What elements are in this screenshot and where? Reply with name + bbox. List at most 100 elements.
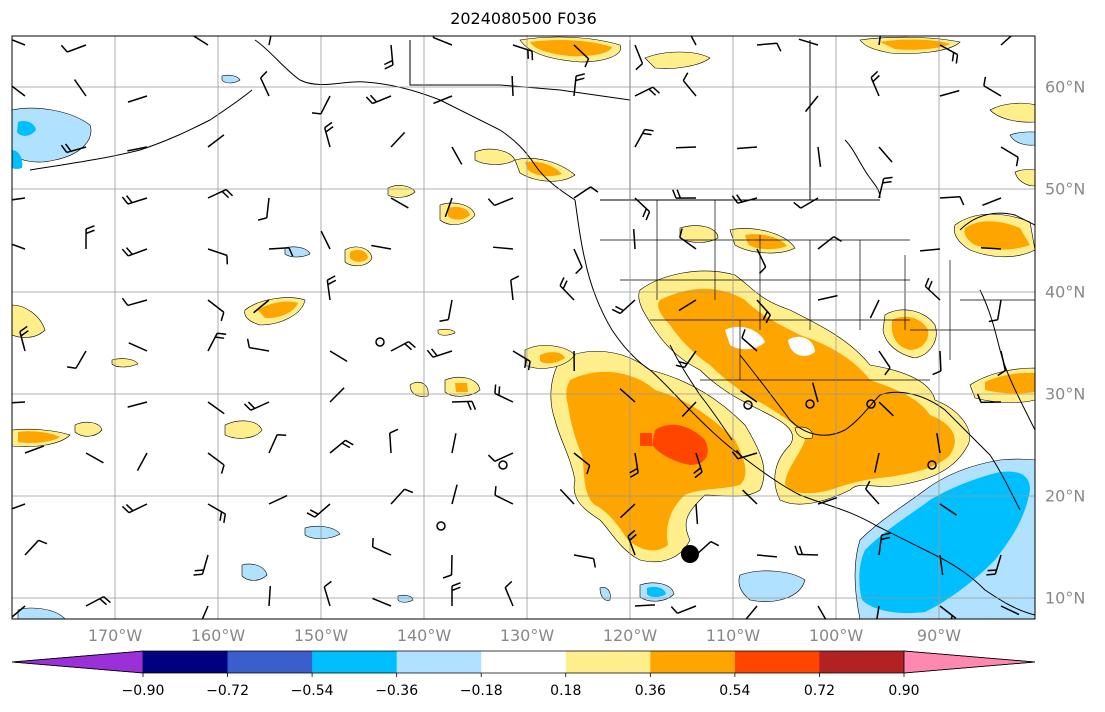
colorbar-tick-label: −0.36: [375, 683, 419, 699]
wind-barb: [207, 299, 225, 322]
wind-barb: [693, 452, 703, 479]
wind-barb: [12, 401, 26, 404]
wind-barb: [127, 95, 148, 103]
wind-barb: [390, 488, 414, 505]
wind-barb: [12, 243, 26, 250]
longitude-label: 100°W: [808, 626, 864, 645]
wind-barb: [444, 197, 453, 218]
latitude-label: 20°N: [1045, 486, 1086, 506]
wind-barb: [268, 247, 294, 257]
latitude-label: 10°N: [1045, 588, 1086, 608]
wind-barb: [741, 329, 758, 352]
wind-barb: [193, 554, 209, 576]
wind-barb: [939, 554, 944, 575]
wind-barb: [559, 277, 575, 301]
wind-barb: [876, 605, 880, 619]
wind-barb: [742, 489, 758, 505]
wind-barb: [878, 401, 894, 417]
wind-barb: [874, 452, 880, 473]
wind-barb: [573, 554, 596, 568]
wind-barb: [817, 605, 827, 619]
wind-barb: [121, 195, 148, 205]
longitude-label: 90°W: [916, 626, 962, 645]
wind-barb: [619, 388, 636, 403]
wind-barb: [675, 350, 697, 369]
wind-barb: [24, 445, 44, 454]
wind-barb: [864, 480, 880, 505]
wind-barb: [433, 95, 453, 105]
wind-barb: [695, 503, 699, 525]
wind-barb: [439, 299, 453, 323]
wind-barb: [634, 197, 651, 221]
wind-barb: [731, 194, 758, 204]
colorbar-tick-label: −0.72: [206, 683, 249, 699]
wind-barb: [128, 342, 148, 352]
wind-barb: [365, 94, 392, 105]
wind-barb: [306, 503, 331, 518]
wind-barb: [976, 393, 1002, 404]
wind-barb: [371, 244, 392, 250]
wind-barb: [682, 72, 697, 97]
wind-barb: [320, 230, 331, 250]
wind-barb: [510, 275, 520, 301]
wind-barb: [268, 494, 288, 505]
wind-barb: [939, 503, 958, 516]
colorbar-tick-label: 0.54: [719, 683, 751, 699]
wind-barb: [207, 134, 225, 148]
wind-barb: [878, 350, 891, 376]
storm-center-marker: [681, 545, 699, 563]
wind-barb: [493, 246, 514, 250]
wind-barb: [798, 38, 819, 46]
latitude-label: 50°N: [1045, 179, 1086, 199]
wind-barb: [619, 503, 636, 519]
wind-barb: [390, 340, 416, 352]
wind-barb: [611, 299, 636, 315]
wind-barb: [629, 452, 639, 478]
wind-barb: [60, 143, 87, 154]
wind-barb: [207, 503, 227, 524]
wind-barb: [511, 75, 514, 97]
wind-barb: [494, 486, 514, 505]
wind-barb: [939, 89, 960, 97]
wind-barb: [988, 299, 1002, 323]
wind-barb: [329, 387, 345, 403]
wind-barb: [817, 294, 838, 301]
wind-barb: [997, 350, 1007, 377]
wind-barb: [384, 44, 394, 70]
wind-barb: [634, 86, 661, 97]
wind-barb: [932, 350, 942, 376]
wind-barb: [246, 338, 270, 352]
wind-barb: [268, 433, 287, 454]
wind-barb: [681, 401, 697, 418]
latitude-label: 60°N: [1045, 77, 1086, 97]
wind-barb: [207, 332, 227, 352]
wind-barb: [980, 247, 1002, 250]
wind-barb: [451, 146, 463, 165]
wind-barb: [512, 350, 531, 371]
wind-barb: [451, 484, 458, 505]
colorbar-tick-label: 0.36: [634, 683, 666, 699]
wind-barb: [207, 401, 225, 415]
wind-barb: [632, 228, 636, 250]
wind-barb: [986, 554, 1002, 576]
wind-barb: [869, 299, 880, 319]
wind-barb: [487, 197, 514, 207]
wind-barb: [983, 76, 1002, 97]
wind-barb: [268, 36, 272, 46]
wind-barb: [678, 299, 697, 312]
wind-barb: [817, 146, 822, 167]
wind-barb: [12, 75, 26, 97]
wind-barb: [573, 452, 591, 475]
map-title: 2024080500 F036: [450, 9, 597, 28]
wind-barbs: [12, 36, 1024, 619]
wind-barb: [85, 452, 104, 464]
longitude-label: 120°W: [602, 626, 658, 645]
anomaly-positive-regions: [12, 36, 1035, 563]
colorbar-segment: [312, 651, 398, 673]
wind-barb: [1000, 605, 1020, 616]
wind-barb: [494, 384, 514, 403]
wind-barb: [811, 382, 819, 403]
longitude-label: 150°W: [293, 626, 349, 645]
wind-barb: [878, 176, 893, 199]
